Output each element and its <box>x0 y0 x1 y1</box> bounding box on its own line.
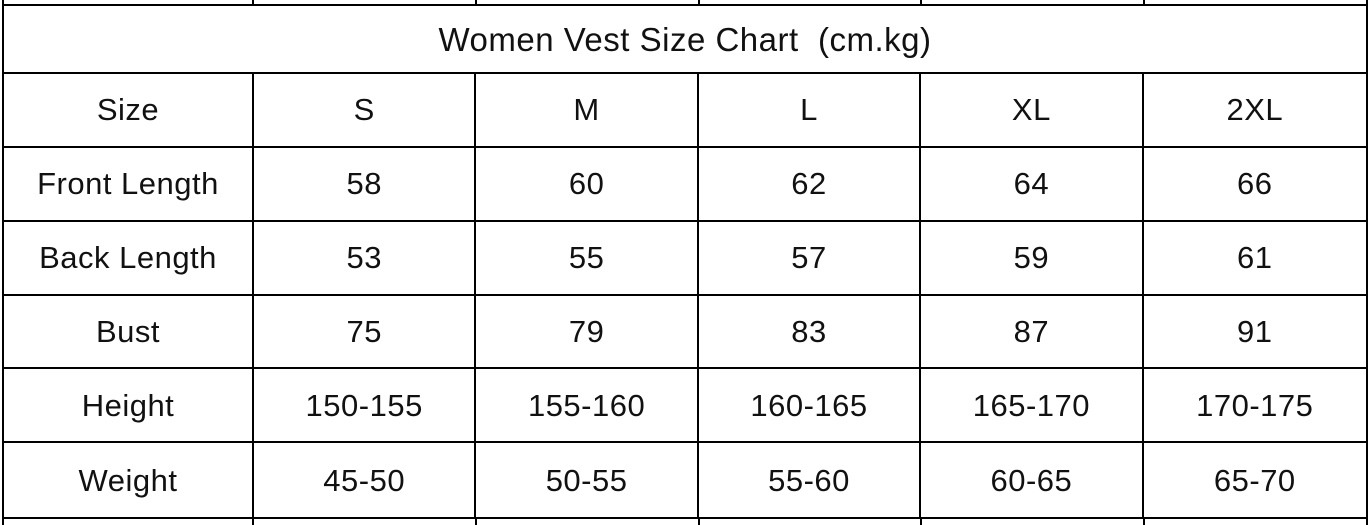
column-divider-stub <box>474 0 698 5</box>
column-divider-stub <box>252 519 475 525</box>
column-divider-stub <box>920 0 1143 5</box>
value-cell: 155-160 <box>476 369 699 444</box>
row-label-cell: Front Length <box>4 147 254 222</box>
value-cell: 61 <box>1143 222 1366 296</box>
column-divider-stub <box>697 0 921 5</box>
value-cell: 64 <box>921 147 1144 222</box>
chart-title: Women Vest Size Chart (cm.kg) <box>4 6 1366 74</box>
header-cell-s: S <box>254 74 477 148</box>
value-cell: 83 <box>698 295 922 370</box>
column-divider-stub <box>1143 0 1366 5</box>
value-cell: 60 <box>476 147 699 222</box>
size-chart-table: Women Vest Size Chart (cm.kg) Size S M L XL 2… <box>2 4 1368 519</box>
value-cell: 75 <box>254 295 477 370</box>
value-cell: 66 <box>1143 148 1366 222</box>
value-cell: 58 <box>254 147 477 222</box>
column-divider-stub <box>1143 519 1366 525</box>
column-divider-stub <box>474 519 698 525</box>
value-cell: 87 <box>921 295 1144 370</box>
value-cell: 55 <box>476 221 699 296</box>
cropped-row-below <box>2 519 1368 525</box>
value-cell: 79 <box>476 295 699 370</box>
header-cell-size: Size <box>4 74 254 148</box>
value-cell: 160-165 <box>698 369 922 444</box>
value-cell: 60-65 <box>921 443 1144 517</box>
row-label-cell: Bust <box>4 295 254 370</box>
row-label-cell: Back Length <box>4 221 254 296</box>
value-cell: 50-55 <box>476 443 699 517</box>
header-cell-l: L <box>698 74 922 148</box>
column-divider-stub <box>2 0 252 5</box>
value-cell: 55-60 <box>699 443 922 517</box>
cropped-row-above <box>2 0 1368 5</box>
value-cell: 91 <box>1143 296 1366 370</box>
column-divider-stub <box>2 519 252 525</box>
value-cell: 45-50 <box>254 443 477 517</box>
value-cell: 150-155 <box>254 369 477 444</box>
header-cell-2xl: 2XL <box>1143 74 1366 148</box>
row-label-cell: Height <box>4 369 254 444</box>
column-divider-stub <box>252 0 475 5</box>
header-cell-m: M <box>476 74 699 148</box>
column-divider-stub <box>697 519 921 525</box>
value-cell: 53 <box>254 221 477 296</box>
value-cell: 65-70 <box>1213 462 1296 498</box>
value-cell: 170-175 <box>1143 369 1366 444</box>
header-cell-xl: XL <box>921 74 1144 148</box>
column-divider-stub <box>920 519 1143 525</box>
value-cell: 59 <box>921 221 1144 296</box>
value-cell: 57 <box>698 221 922 296</box>
value-cell: 165-170 <box>921 369 1144 444</box>
row-label-cell: Weight <box>4 443 254 517</box>
value-cell: 62 <box>698 147 922 222</box>
